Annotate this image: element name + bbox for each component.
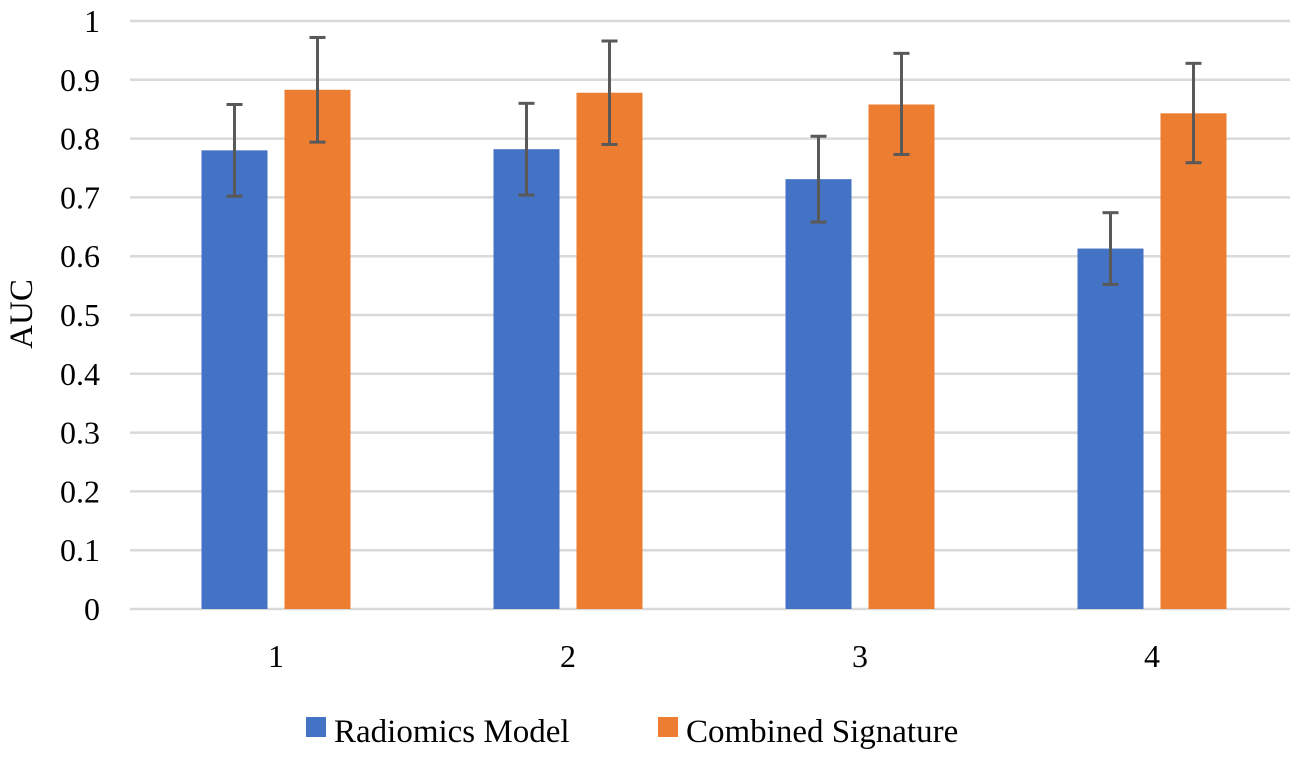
legend-label: Radiomics Model (334, 714, 570, 750)
x-tick-label: 1 (268, 638, 284, 674)
y-tick-label: 0.7 (60, 179, 100, 215)
y-tick-label: 0.6 (60, 238, 100, 274)
error-bar (309, 35, 326, 144)
y-axis-label: AUC (4, 279, 40, 349)
bar-combined-signature (284, 89, 351, 609)
legend-swatch (658, 717, 678, 737)
legend-swatch (306, 717, 326, 737)
y-tick-label: 0.4 (60, 356, 100, 392)
legend: Radiomics Model Combined Signature (306, 714, 958, 750)
y-tick-label: 0.3 (60, 415, 100, 451)
bar-combined-signature (576, 92, 643, 609)
error-bar (810, 134, 827, 224)
y-tick-label: 0.2 (60, 473, 100, 509)
x-axis-ticks: 1 2 3 4 (268, 638, 1160, 674)
y-tick-label: 0.1 (60, 532, 100, 568)
y-tick-label: 0.5 (60, 297, 100, 333)
x-tick-label: 3 (852, 638, 868, 674)
bar-radiomics-model (201, 150, 268, 610)
bar-radiomics-model (493, 149, 560, 609)
y-tick-label: 1 (84, 3, 100, 39)
y-tick-label: 0 (84, 591, 100, 627)
error-bar (1185, 61, 1202, 165)
error-bar (226, 102, 243, 198)
bar-radiomics-model (785, 179, 852, 609)
legend-item-radiomics-model: Radiomics Model (306, 714, 570, 750)
bar-combined-signature (868, 104, 935, 609)
x-tick-label: 4 (1144, 638, 1160, 674)
error-bar (1102, 211, 1119, 286)
y-tick-label: 0.8 (60, 121, 100, 157)
error-bars (226, 35, 1202, 286)
bar-combined-signature (1160, 113, 1227, 609)
bars (201, 89, 1227, 610)
y-axis-ticks: 0 0.1 0.2 0.3 0.4 0.5 0.6 0.7 0.8 0.9 1 (60, 3, 100, 627)
legend-item-combined-signature: Combined Signature (658, 714, 958, 750)
y-tick-label: 0.9 (60, 62, 100, 98)
error-bar (601, 39, 618, 146)
error-bar (518, 101, 535, 197)
bar-radiomics-model (1077, 248, 1144, 609)
legend-label: Combined Signature (686, 714, 958, 750)
x-tick-label: 2 (560, 638, 576, 674)
error-bar (893, 51, 910, 156)
